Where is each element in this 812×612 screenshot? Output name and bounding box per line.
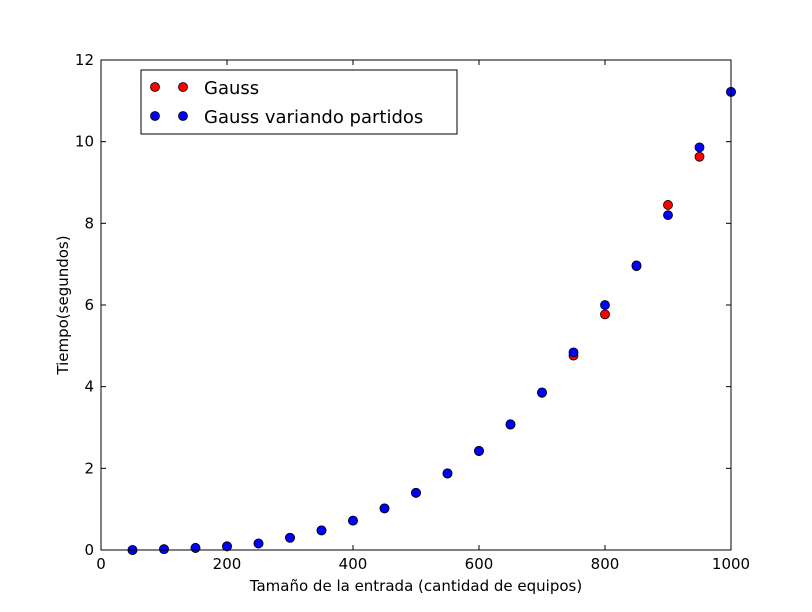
data-point-gauss-variando [222,541,232,552]
legend-marker-gauss-variando [150,111,160,121]
x-tick-label: 800 [591,555,620,573]
y-tick-label: 4 [84,378,94,396]
legend: Gauss Gauss variando partidos [140,69,458,135]
data-point-gauss [663,200,673,210]
data-points [127,86,736,555]
legend-label-gauss-variando: Gauss variando partidos [204,107,423,128]
data-point-gauss-variando [505,419,516,430]
data-point-gauss-variando [411,487,421,498]
data-point-gauss-variando [190,543,201,553]
data-point-gauss-variando [694,142,705,153]
y-tick-label: 0 [84,541,94,559]
data-point-gauss-variando [474,445,484,456]
data-point-gauss-variando [663,210,673,221]
plot-area [101,60,731,550]
data-point-gauss-variando [568,347,579,358]
legend-marker-gauss-variando [178,111,188,121]
legend-label-gauss: Gauss [204,78,259,99]
y-tick-label: 12 [75,51,94,69]
data-point-gauss [600,309,610,320]
data-point-gauss [694,151,705,162]
data-point-gauss-variando [537,387,547,398]
x-tick-label: 600 [465,555,494,573]
data-point-gauss-variando [316,525,327,536]
legend-marker-gauss [178,82,188,92]
y-tick-label: 8 [84,214,94,232]
data-point-gauss-variando [600,300,610,310]
x-tick-label: 0 [96,555,106,573]
x-tick-label: 400 [339,555,368,573]
data-point-gauss-variando [159,544,169,555]
y-axis-label: Tiempo(segundos) [54,235,72,375]
data-point-gauss-variando [253,538,264,549]
data-point-gauss-variando [285,532,295,543]
tick-labels: 0 200 400 600 800 1000 0 2 4 6 8 10 12 [75,51,750,573]
plot-frame [100,59,732,551]
y-tick-label: 10 [75,133,94,151]
legend-box [140,69,458,135]
x-tick-label: 1000 [712,555,750,573]
y-tick-label: 2 [84,459,94,477]
x-tick-label: 200 [213,555,242,573]
data-point-gauss-variando [348,515,358,526]
data-point-gauss-variando [379,503,390,514]
data-point-gauss-variando [631,260,642,271]
data-point-gauss-variando [442,468,453,479]
x-axis-label: Tamaño de la entrada (cantidad de equipo… [249,577,582,595]
y-tick-label: 6 [84,296,94,314]
legend-marker-gauss [150,82,160,92]
